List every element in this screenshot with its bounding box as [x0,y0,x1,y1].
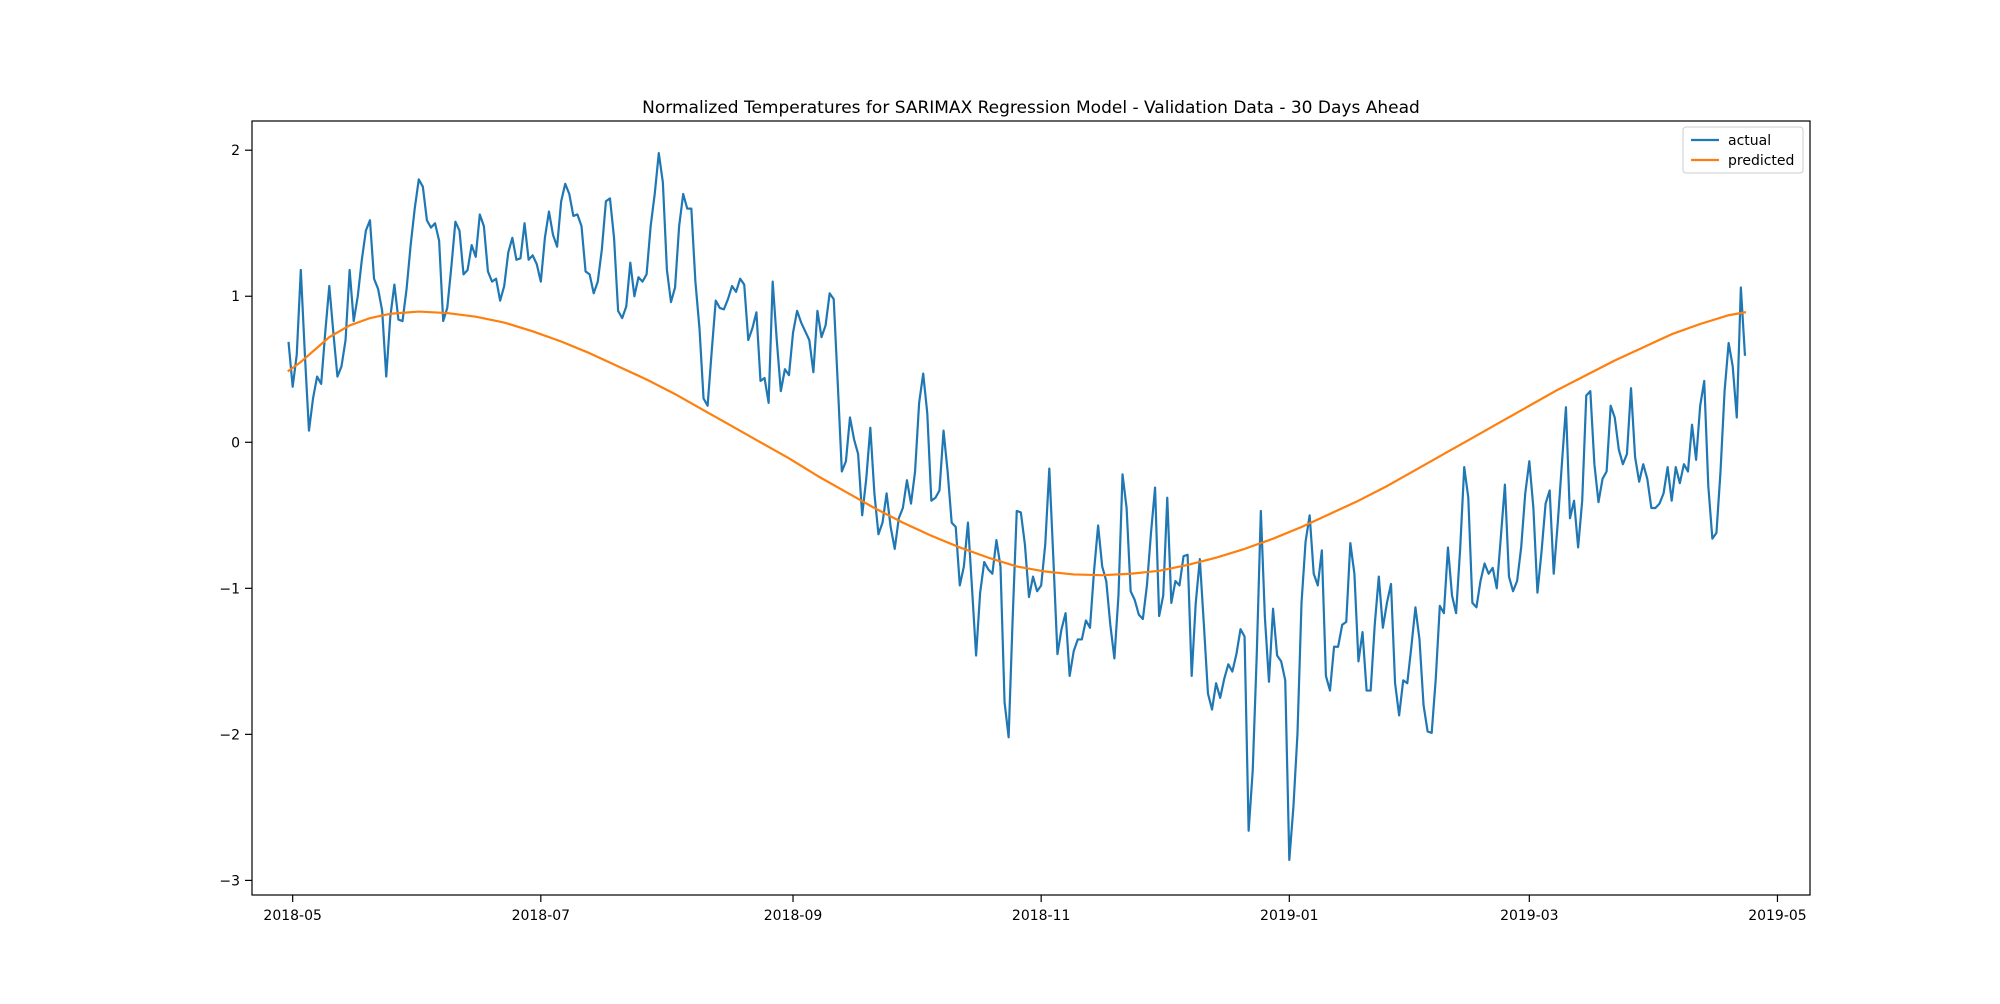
plot-area [287,152,1747,862]
x-tick-label: 2018-07 [512,908,571,924]
legend-label-actual: actual [1728,133,1771,149]
x-tick-label: 2019-01 [1260,908,1319,924]
x-tick-label: 2019-03 [1500,908,1559,924]
legend-label-predicted: predicted [1728,153,1794,169]
y-tick-label: −1 [219,581,240,597]
series-line-actual [287,152,1747,862]
legend-box [1682,126,1804,174]
x-tick-label: 2018-05 [263,908,322,924]
y-tick-label: −2 [219,727,240,743]
chart-title: Normalized Temperatures for SARIMAX Regr… [642,98,1420,118]
series-line-predicted [287,310,1747,577]
y-tick-label: 0 [231,435,240,451]
y-tick-label: 2 [231,143,240,159]
legend: actual predicted [1682,126,1804,174]
x-tick-label: 2018-09 [764,908,823,924]
x-tick-label: 2018-11 [1012,908,1071,924]
y-tick-label: −3 [219,873,240,889]
axes-frame [251,120,1811,896]
y-tick-label: 1 [231,289,240,305]
axes: 2018-05 2018-07 2018-09 2018-11 2019-01 2019-… [219,120,1811,924]
x-tick-label: 2019-05 [1748,908,1807,924]
